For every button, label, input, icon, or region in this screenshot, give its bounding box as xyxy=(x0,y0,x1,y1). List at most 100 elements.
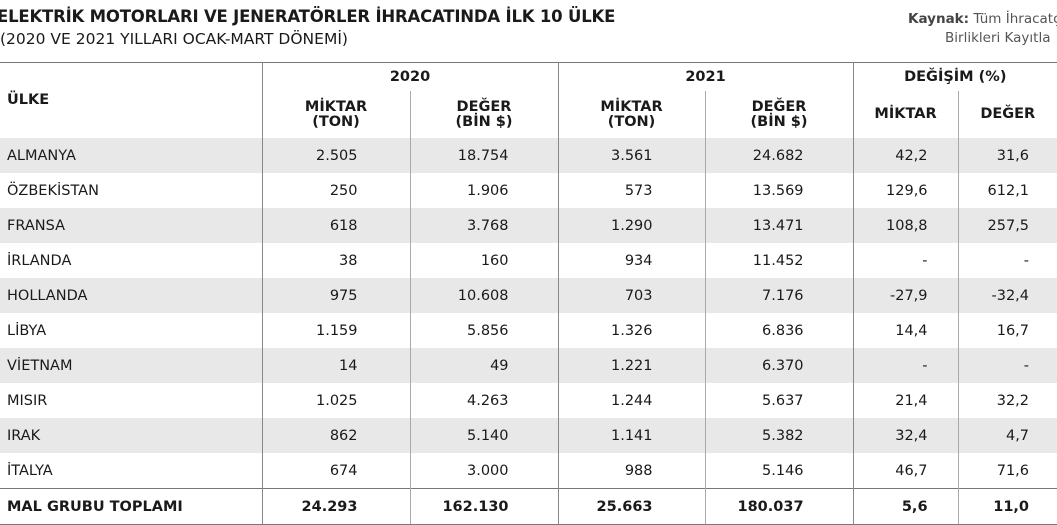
value-cell: 11,0 xyxy=(957,488,1057,525)
value-cell: 618 xyxy=(261,208,410,243)
value-cell: 4.263 xyxy=(409,383,559,418)
value-cell: 3.561 xyxy=(557,138,706,173)
column-header-line: (TON) xyxy=(607,113,656,130)
column-header-line: MİKTAR xyxy=(600,98,663,115)
value-cell: -27,9 xyxy=(852,278,959,313)
value-cell: 24.682 xyxy=(704,138,854,173)
value-cell: 32,2 xyxy=(957,383,1057,418)
value-cell: 11.452 xyxy=(704,243,854,278)
value-cell: 24.293 xyxy=(261,488,410,525)
value-cell: 674 xyxy=(261,453,410,489)
value-cell: 250 xyxy=(261,173,410,208)
value-cell: 934 xyxy=(557,243,706,278)
value-cell: 988 xyxy=(557,453,706,489)
data-table: ÜLKE 2020 2021 DEĞİŞİM (%) MİKTAR (TON) DE… xyxy=(0,62,1057,525)
table-row: MISIR 1.025 4.263 1.244 5.637 21,4 32,2 xyxy=(0,383,1057,418)
value-cell: 14 xyxy=(261,348,410,383)
value-cell: 1.290 xyxy=(557,208,706,243)
value-cell: - xyxy=(852,243,959,278)
column-header-line: DEĞER xyxy=(456,98,512,115)
value-cell: 612,1 xyxy=(957,173,1057,208)
value-cell: 2.505 xyxy=(261,138,410,173)
column-header-line: DEĞER xyxy=(980,106,1036,122)
group-header: 2021 xyxy=(557,62,854,91)
value-cell: 4,7 xyxy=(957,418,1057,453)
table-row: VİETNAM 14 49 1.221 6.370- - xyxy=(0,348,1057,383)
value-cell: 32,4 xyxy=(852,418,959,453)
source: Kaynak: Tüm İhracatçı Birlikleri Kayıtla xyxy=(908,10,1057,48)
value-cell: 975 xyxy=(261,278,410,313)
title: ELEKTRİK MOTORLARI VE JENERATÖRLER İHRAC… xyxy=(0,7,616,26)
source-text: Birlikleri Kayıtla xyxy=(945,30,1051,46)
value-cell: 703 xyxy=(557,278,706,313)
column-header: DEĞER (BİN $) xyxy=(704,91,854,138)
value-cell: 5.637 xyxy=(704,383,854,418)
value-cell: 6.836 xyxy=(704,313,854,348)
value-cell: 1.244 xyxy=(557,383,706,418)
value-cell: 1.025 xyxy=(261,383,410,418)
country-cell: HOLLANDA xyxy=(0,278,262,313)
table-row: HOLLANDA 975 10.608 703 7.176 -27,9 -32,4 xyxy=(0,278,1057,313)
value-cell: -32,4 xyxy=(957,278,1057,313)
column-header: ÜLKE xyxy=(7,92,50,108)
value-cell: 1.141 xyxy=(557,418,706,453)
value-cell: 14,4 xyxy=(852,313,959,348)
value-cell: 108,8 xyxy=(852,208,959,243)
value-cell: 1.221 xyxy=(557,348,706,383)
value-cell: 31,6 xyxy=(957,138,1057,173)
value-cell: 573 xyxy=(557,173,706,208)
value-cell: 5.382 xyxy=(704,418,854,453)
table-row: ALMANYA 2.505 18.754 3.561 24.682 42,2 31,6 xyxy=(0,138,1057,173)
value-cell: 129,6 xyxy=(852,173,959,208)
value-cell: 257,5 xyxy=(957,208,1057,243)
value-cell: 42,2 xyxy=(852,138,959,173)
table-row: IRAK 862 5.140 1.141 5.382 32,4 4,7 xyxy=(0,418,1057,453)
value-cell: 3.000 xyxy=(409,453,559,489)
table-row: LİBYA 1.159 5.856 1.326 6.836 14,4 16,7 xyxy=(0,313,1057,348)
value-cell: 160 xyxy=(409,243,559,278)
column-header-line: (BİN $) xyxy=(455,113,513,130)
table-row: İRLANDA 38 160 934 11.452- - xyxy=(0,243,1057,278)
value-cell: 46,7 xyxy=(852,453,959,489)
table-row: FRANSA 618 3.768 1.290 13.471 108,8 257,5 xyxy=(0,208,1057,243)
table-row: İTALYA 674 3.000 988 5.146 46,7 71,6 xyxy=(0,453,1057,489)
value-cell: 18.754 xyxy=(409,138,559,173)
column-header-line: MİKTAR xyxy=(304,98,368,115)
value-cell: 49 xyxy=(409,348,559,383)
value-cell: 13.471 xyxy=(704,208,854,243)
value-cell: 3.768 xyxy=(409,208,559,243)
column-header: MİKTAR xyxy=(852,91,959,138)
value-cell: 5,6 xyxy=(852,488,959,525)
value-cell: 1.159 xyxy=(261,313,410,348)
country-cell: İTALYA xyxy=(7,462,53,479)
column-header: DEĞER (BİN $) xyxy=(409,91,559,138)
column-header: MİKTAR (TON) xyxy=(557,91,706,138)
value-cell: 10.608 xyxy=(409,278,559,313)
country-cell: ALMANYA xyxy=(0,138,262,173)
value-cell: - xyxy=(852,348,959,383)
value-cell: 1.906 xyxy=(409,173,559,208)
group-header: DEĞİŞİM (%) xyxy=(852,62,1057,91)
country-cell: İRLANDA xyxy=(7,252,72,269)
column-header-line: DEĞER xyxy=(751,98,807,115)
value-cell: 38 xyxy=(261,243,410,278)
source-text: Tüm İhracatçı xyxy=(973,11,1057,27)
value-cell: 162.130 xyxy=(409,488,559,525)
value-cell: 1.326 xyxy=(557,313,706,348)
column-header-line: (TON) xyxy=(312,113,360,130)
value-cell: 180.037 xyxy=(704,488,854,525)
country-cell: MISIR xyxy=(7,392,48,409)
value-cell: 5.140 xyxy=(409,418,559,453)
value-cell: 7.176 xyxy=(704,278,854,313)
table-row: ÖZBEKİSTAN 250 1.906 573 13.569 129,6 612,1 xyxy=(0,173,1057,208)
value-cell: 862 xyxy=(261,418,410,453)
value-cell: 5.146 xyxy=(704,453,854,489)
table-row: MAL GRUBU TOPLAMI 24.293 162.130 25.663 180.… xyxy=(0,488,1057,525)
subtitle: (2020 VE 2021 YILLARI OCAK-MART DÖNEMİ) xyxy=(0,30,348,48)
country-cell: LİBYA xyxy=(7,322,47,339)
value-cell: 71,6 xyxy=(957,453,1057,489)
value-cell: 13.569 xyxy=(704,173,854,208)
value-cell: 21,4 xyxy=(852,383,959,418)
country-cell: MAL GRUBU TOPLAMI xyxy=(0,488,262,525)
